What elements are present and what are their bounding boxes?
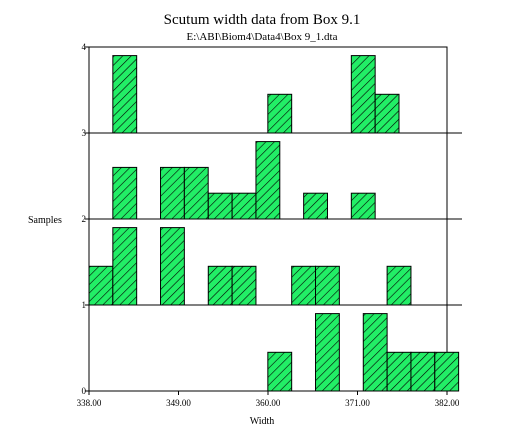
histogram-bar <box>231 265 257 306</box>
histogram-bar <box>231 192 257 220</box>
histogram-bar <box>207 265 233 306</box>
histogram-bar <box>315 313 340 392</box>
y-tick-label: 1 <box>82 300 87 310</box>
histogram-bar <box>88 265 114 306</box>
x-tick-label: 360.00 <box>256 398 281 408</box>
histogram-bar <box>303 192 328 220</box>
histogram-bar <box>350 55 376 134</box>
y-axis-ticks: 0 1 2 3 4 <box>82 42 89 396</box>
histogram-bar <box>183 166 209 220</box>
histogram-bar <box>434 351 460 392</box>
histogram-bar <box>291 265 317 306</box>
bars-layer <box>88 55 460 392</box>
histogram-bar <box>374 93 400 134</box>
x-axis-ticks: 338.00 349.00 360.00 371.00 382.00 <box>77 391 460 408</box>
x-tick-label: 382.00 <box>435 398 460 408</box>
histogram-bar <box>160 166 185 220</box>
histogram-bar <box>112 55 138 134</box>
histogram-bar <box>160 227 185 306</box>
histogram-bar <box>410 351 436 392</box>
x-tick-label: 338.00 <box>77 398 102 408</box>
x-tick-label: 371.00 <box>345 398 370 408</box>
chart-subtitle: E:\ABI\Biom4\Data4\Box 9_1.dta <box>187 31 338 43</box>
histogram-bar <box>267 351 293 392</box>
y-tick-label: 2 <box>82 214 87 224</box>
histogram-bar <box>112 227 138 306</box>
y-tick-label: 3 <box>82 128 87 138</box>
histogram-bar <box>255 141 281 220</box>
histogram-bar <box>315 265 340 306</box>
y-tick-label: 0 <box>82 386 87 396</box>
chart-title: Scutum width data from Box 9.1 <box>164 12 361 28</box>
histogram-bar <box>386 265 412 306</box>
histogram-bar <box>386 351 412 392</box>
histogram-bar <box>207 192 233 220</box>
y-tick-label: 4 <box>82 42 87 52</box>
histogram-bar <box>112 166 138 220</box>
y-axis-label: Samples <box>28 215 62 226</box>
x-axis-label: Width <box>250 416 275 427</box>
histogram-bar <box>350 192 376 220</box>
histogram-bar <box>362 313 388 392</box>
histogram-bar <box>267 93 293 134</box>
x-tick-label: 349.00 <box>166 398 191 408</box>
